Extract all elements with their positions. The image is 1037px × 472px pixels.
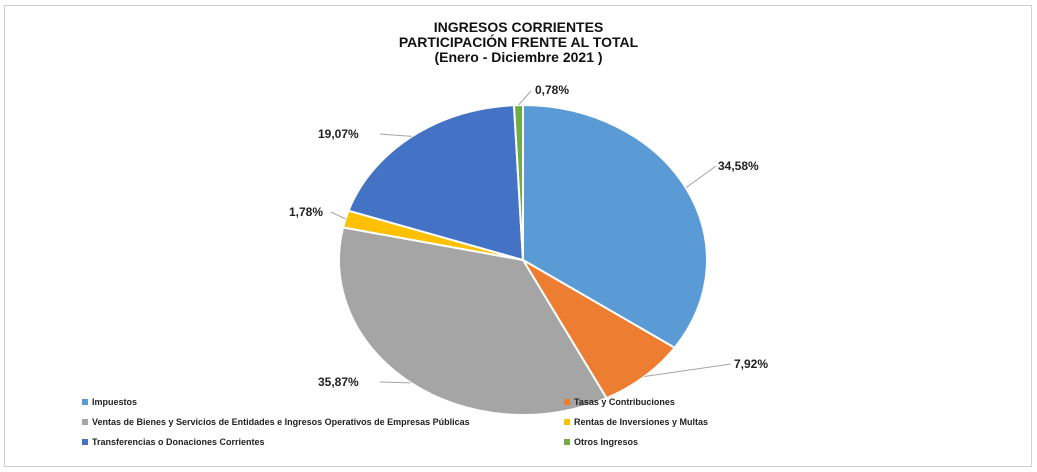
leader-line-3	[330, 211, 346, 220]
legend-label-3: Rentas de Inversiones y Multas	[574, 417, 709, 427]
leader-line-2	[379, 381, 411, 384]
legend-item-2: Ventas de Bienes y Servicios de Entidade…	[82, 417, 470, 428]
legend-swatch-4	[82, 438, 88, 445]
legend-swatch-3	[564, 418, 570, 425]
data-label-1: 7,92%	[734, 357, 768, 371]
legend-swatch-0	[82, 398, 88, 405]
chart-title-line-3: (Enero - Diciembre 2021 )	[434, 49, 603, 65]
legend-label-2: Ventas de Bienes y Servicios de Entidade…	[92, 417, 470, 427]
legend-label-0: Impuestos	[92, 397, 138, 407]
legend-item-0: Impuestos	[82, 397, 137, 408]
legend-swatch-1	[564, 398, 570, 405]
legend-label-5: Otros Ingresos	[574, 437, 639, 447]
pie-slice-2	[338, 226, 608, 416]
chart-title: INGRESOS CORRIENTES PARTICIPACIÓN FRENTE…	[0, 20, 1037, 65]
data-label-2: 35,87%	[318, 375, 359, 389]
leader-line-4	[379, 133, 412, 137]
data-label-4: 19,07%	[318, 127, 359, 141]
pie-slice-5	[512, 103, 524, 261]
legend-item-5: Otros Ingresos	[564, 437, 638, 448]
data-label-3: 1,78%	[289, 205, 323, 219]
pie-slice-4	[347, 104, 525, 262]
pie-slice-1	[522, 259, 677, 400]
data-label-5: 0,78%	[535, 83, 569, 97]
legend-item-1: Tasas y Contribuciones	[564, 397, 675, 408]
leader-line-1	[644, 363, 732, 377]
chart-title-line-2: PARTICIPACIÓN FRENTE AL TOTAL	[398, 34, 639, 50]
legend-label-4: Transferencias o Donaciones Corrientes	[92, 437, 265, 447]
data-label-0: 34,58%	[718, 159, 759, 173]
leader-line-0	[685, 165, 717, 189]
legend-item-3: Rentas de Inversiones y Multas	[564, 417, 708, 428]
leader-line-5	[518, 90, 532, 106]
chart-title-line-1: INGRESOS CORRIENTES	[433, 19, 604, 35]
legend-swatch-2	[82, 418, 88, 425]
legend-swatch-5	[564, 438, 570, 445]
legend-item-4: Transferencias o Donaciones Corrientes	[82, 437, 265, 448]
legend-label-1: Tasas y Contribuciones	[574, 397, 675, 407]
